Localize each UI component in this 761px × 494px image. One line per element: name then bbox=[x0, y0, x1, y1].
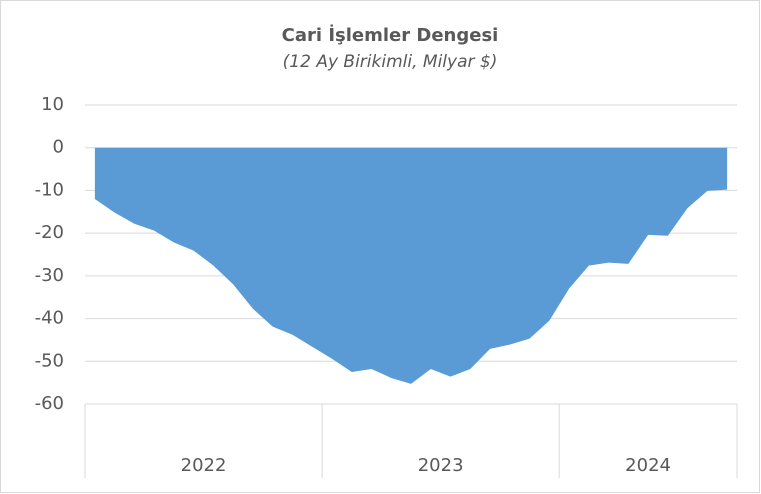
chart-subtitle: (12 Ay Birikimli, Milyar $) bbox=[283, 52, 498, 72]
y-tick-label: 0 bbox=[53, 137, 64, 158]
x-group-label: 2023 bbox=[418, 455, 464, 476]
x-group-label: 2022 bbox=[181, 455, 227, 476]
y-tick-label: -20 bbox=[35, 222, 64, 243]
y-tick-label: -40 bbox=[35, 308, 64, 329]
y-tick-label: -10 bbox=[35, 179, 64, 200]
y-tick-label: -50 bbox=[35, 350, 64, 371]
chart-title: Cari İşlemler Dengesi bbox=[282, 24, 499, 46]
y-tick-label: -60 bbox=[35, 393, 64, 414]
x-group-label: 2024 bbox=[625, 455, 671, 476]
area bbox=[94, 147, 728, 384]
y-tick-label: 10 bbox=[41, 94, 64, 115]
y-tick-label: -30 bbox=[35, 265, 64, 286]
